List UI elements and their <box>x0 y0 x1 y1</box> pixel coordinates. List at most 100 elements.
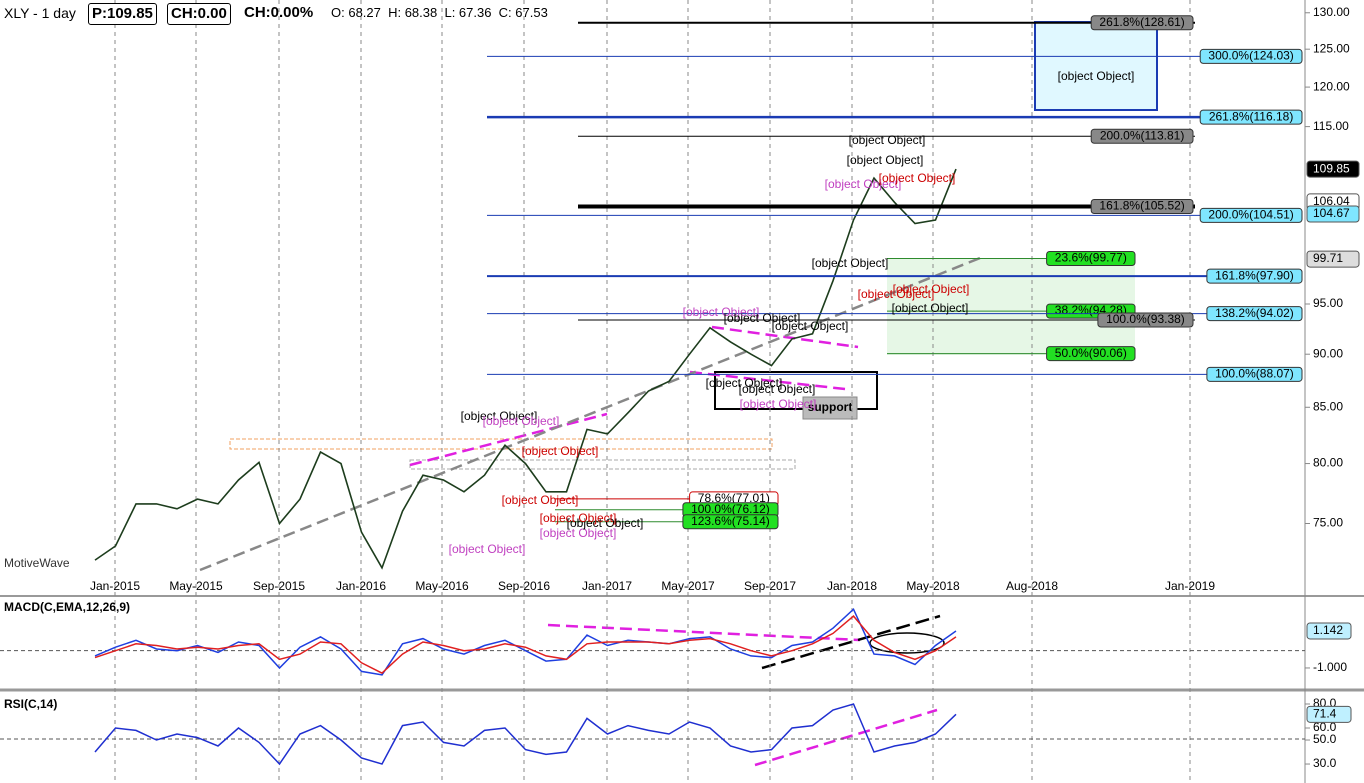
symbol: XLY - 1 day <box>4 5 76 21</box>
fib-label: 138.2%(94.02) <box>1215 306 1294 320</box>
fib-label-box <box>1199 109 1303 125</box>
target-box <box>1034 21 1158 111</box>
support-box <box>714 371 878 410</box>
y-tick-label: 125.00 <box>1313 41 1350 55</box>
wave-label: [object Object] <box>879 171 956 185</box>
last-value-badge <box>1306 705 1352 723</box>
wave-label: [object Object] <box>724 311 801 325</box>
fib-label-box <box>1199 48 1303 64</box>
wave-label: [object Object] <box>706 376 783 390</box>
x-tick-label: Jan-2019 <box>1165 579 1215 593</box>
series-line <box>94 615 957 675</box>
trend-line <box>409 412 608 467</box>
x-tick-label: Jan-2018 <box>827 579 877 593</box>
series-line <box>94 703 957 766</box>
fib-label-box <box>1090 128 1194 144</box>
price-badge <box>1306 250 1360 268</box>
fib-label: 123.6%(75.14) <box>691 514 770 528</box>
trend-line <box>547 623 861 642</box>
fib-label-box <box>1097 312 1194 328</box>
price-badge-label: 106.04 <box>1313 194 1350 208</box>
fib-label-box <box>1090 15 1194 31</box>
wave-label: [object Object] <box>772 319 849 333</box>
ohlc: O: 68.27 H: 68.38 L: 67.36 C: 67.53 <box>331 5 548 20</box>
wave-label: [object Object] <box>502 493 579 507</box>
wave-label: [object Object] <box>825 177 902 191</box>
fib-label: 50.0%(90.06) <box>1055 346 1127 360</box>
fib-label: 261.8%(116.18) <box>1209 109 1294 123</box>
wave-label: [object Object] <box>849 133 926 147</box>
fib-label-box <box>682 514 779 530</box>
highlight-ellipse <box>869 632 945 654</box>
fib-label-box <box>1206 366 1303 382</box>
fib-label: 100.0%(88.07) <box>1215 367 1294 381</box>
change-pct: CH:0.00% <box>244 4 314 21</box>
zone <box>409 459 796 470</box>
wave-label: [object Object] <box>847 153 924 167</box>
wave-label: [object Object] <box>483 414 560 428</box>
x-axis-band <box>0 578 1364 597</box>
wave-label: [object Object] <box>1058 69 1135 83</box>
price: P:109.85 <box>88 3 157 25</box>
fib-label: 23.6%(99.77) <box>1055 251 1127 265</box>
series-line <box>94 168 957 570</box>
last-value-label: 71.4 <box>1313 707 1337 721</box>
wave-label: [object Object] <box>740 397 817 411</box>
y-tick-label: 80.00 <box>1313 456 1343 470</box>
price-badge-label: 109.85 <box>1313 161 1350 175</box>
x-tick-label: Aug-2018 <box>1006 579 1058 593</box>
y-tick-label: 60.0 <box>1313 720 1337 734</box>
fib-label-box <box>1046 251 1136 267</box>
x-tick-label: Jan-2016 <box>336 579 386 593</box>
x-tick-label: Jan-2015 <box>90 579 140 593</box>
y-tick-label: 120.00 <box>1313 79 1350 93</box>
fib-label: 161.8%(105.52) <box>1099 199 1184 213</box>
price-badge <box>1306 160 1360 178</box>
fib-label-box <box>1046 346 1136 362</box>
y-tick-label: 115.00 <box>1313 119 1349 133</box>
x-tick-label: May-2016 <box>415 579 469 593</box>
y-tick-label: 95.00 <box>1313 296 1343 310</box>
fib-label-box <box>1090 198 1194 214</box>
support-label: support <box>808 400 853 414</box>
trend-line <box>711 325 859 349</box>
x-tick-label: Sep-2016 <box>498 579 550 593</box>
fib-label-box <box>1206 306 1303 322</box>
wave-label: [object Object] <box>540 511 617 525</box>
y-tick-label: 50.0 <box>1313 732 1337 746</box>
fib-label-box <box>1206 268 1303 284</box>
wave-label: [object Object] <box>461 409 538 423</box>
wave-label: [object Object] <box>540 526 617 540</box>
x-tick-label: May-2017 <box>661 579 715 593</box>
watermark: MotiveWave <box>4 556 70 570</box>
x-tick-label: Sep-2017 <box>744 579 796 593</box>
wave-label: [object Object] <box>812 256 889 270</box>
wave-label: [object Object] <box>858 287 935 301</box>
y-tick-label: -1.000 <box>1313 660 1347 674</box>
panel-title: MACD(C,EMA,12,26,9) <box>4 600 130 614</box>
y-tick-label: 30.0 <box>1313 756 1337 770</box>
y-tick-label: 130.00 <box>1313 5 1350 19</box>
x-tick-label: May-2018 <box>906 579 960 593</box>
trend-line <box>754 708 938 767</box>
fib-label: 200.0%(104.51) <box>1208 208 1293 222</box>
y-tick-label: 75.00 <box>1313 516 1343 530</box>
trend-line <box>761 614 941 670</box>
change: CH:0.00 <box>167 3 231 25</box>
wave-label: [object Object] <box>683 305 760 319</box>
y-tick-label: 90.00 <box>1313 346 1343 360</box>
fib-label: 200.0%(113.81) <box>1100 128 1185 142</box>
wave-label: [object Object] <box>739 382 816 396</box>
y-tick-label: 85.00 <box>1313 399 1343 413</box>
price-badge <box>1306 205 1360 223</box>
wave-label: [object Object] <box>567 516 644 530</box>
wave-label: [object Object] <box>893 282 970 296</box>
wave-label: [object Object] <box>892 301 969 315</box>
fib-label: 261.8%(128.61) <box>1099 15 1184 29</box>
fib-label: 161.8%(97.90) <box>1215 268 1294 282</box>
trend-line <box>689 370 846 391</box>
wave-label: [object Object] <box>522 444 599 458</box>
x-tick-label: Jan-2017 <box>582 579 632 593</box>
